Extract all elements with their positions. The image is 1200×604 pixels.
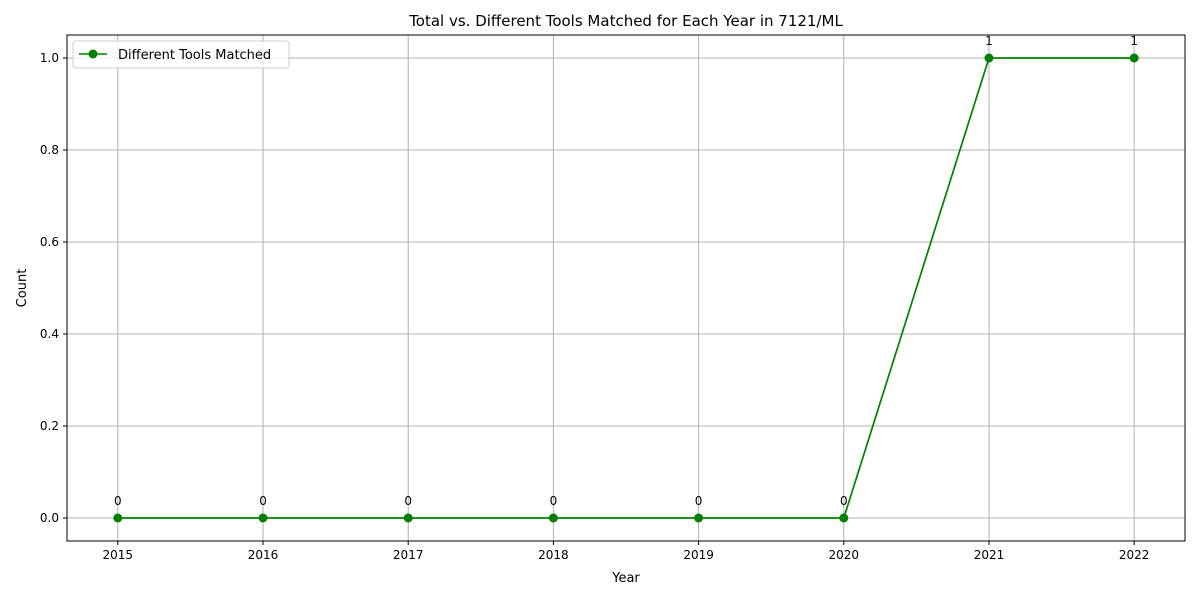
x-tick-label: 2018 xyxy=(538,548,569,562)
x-tick-label: 2019 xyxy=(683,548,714,562)
data-label: 0 xyxy=(259,494,267,508)
data-label: 0 xyxy=(695,494,703,508)
grid-layer xyxy=(67,35,1185,541)
data-label: 0 xyxy=(550,494,558,508)
plot-frame xyxy=(66,34,1186,542)
chart-title: Total vs. Different Tools Matched for Ea… xyxy=(408,12,843,30)
tick-layer: 2015 2016 2017 2018 2019 2020 2021 2022 0.0 0.2 0.… xyxy=(40,51,1150,562)
data-point xyxy=(694,513,704,523)
x-tick-label: 2016 xyxy=(248,548,279,562)
y-tick-label: 0.2 xyxy=(40,419,59,433)
data-point xyxy=(839,513,849,523)
data-label: 0 xyxy=(840,494,848,508)
x-tick-label: 2020 xyxy=(829,548,860,562)
y-tick-label: 0.4 xyxy=(40,327,59,341)
data-point xyxy=(258,513,268,523)
series-line xyxy=(117,57,1135,519)
x-tick-label: 2021 xyxy=(974,548,1005,562)
data-point xyxy=(403,513,413,523)
data-label: 0 xyxy=(114,494,122,508)
y-axis-label: Count xyxy=(15,269,30,308)
data-label-layer: 0 0 0 0 0 0 1 1 xyxy=(114,34,1138,508)
series-layer xyxy=(113,53,1139,523)
x-axis-label: Year xyxy=(611,571,640,586)
data-label: 1 xyxy=(985,34,993,48)
legend: Different Tools Matched xyxy=(72,40,290,69)
y-tick-label: 1.0 xyxy=(40,51,59,65)
x-tick-label: 2017 xyxy=(393,548,424,562)
x-tick-label: 2022 xyxy=(1119,548,1150,562)
data-point xyxy=(113,513,123,523)
x-tick-label: 2015 xyxy=(103,548,134,562)
y-tick-label: 0.8 xyxy=(40,143,59,157)
y-tick-label: 0.0 xyxy=(40,511,59,525)
data-label: 0 xyxy=(404,494,412,508)
data-label: 1 xyxy=(1130,34,1138,48)
data-point xyxy=(984,53,994,63)
legend-label: Different Tools Matched xyxy=(118,48,271,63)
data-point xyxy=(1129,53,1139,63)
data-point xyxy=(548,513,558,523)
y-tick-label: 0.6 xyxy=(40,235,59,249)
legend-marker-swatch xyxy=(88,49,98,59)
legend-box xyxy=(72,40,290,69)
